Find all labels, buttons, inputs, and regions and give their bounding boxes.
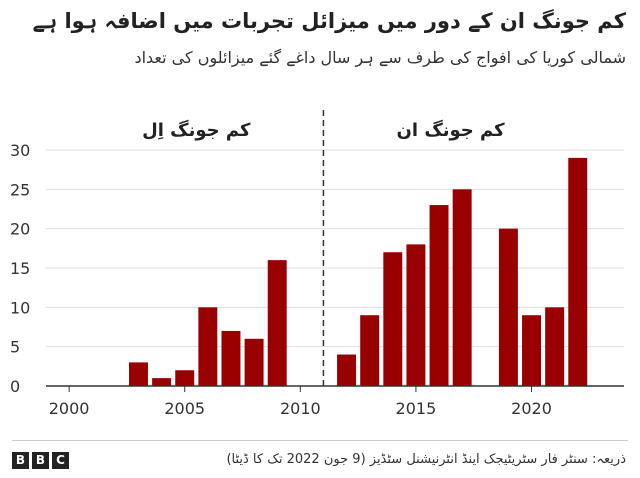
era-label: کم جونگ اِل: [142, 119, 251, 141]
bar-2017: [452, 189, 472, 386]
x-tick-label: 2005: [164, 399, 205, 418]
x-tick-label: 2000: [49, 399, 90, 418]
missile-bar-chart: 0 5 10 15 20 25 30 کم جونگ اِل کم جونگ ان 2000 200…: [10, 110, 624, 418]
bar-2015: [406, 244, 426, 386]
bbc-logo-letter: B: [32, 452, 49, 469]
bar-2004: [152, 378, 172, 386]
bar-2006: [198, 307, 218, 386]
bar-2019: [498, 228, 518, 386]
y-tick-label: 5: [10, 338, 20, 357]
y-tick-label: 25: [10, 180, 30, 199]
bar-2003: [129, 362, 148, 386]
chart-title: کم جونگ ان کے دور میں میزائل تجربات میں …: [32, 9, 626, 33]
chart-subtitle: شمالی کوریا کی افواج کی طرف سے ہر سال دا…: [134, 48, 626, 67]
y-tick-label: 20: [10, 220, 30, 239]
x-tick-label: 2020: [511, 399, 552, 418]
bar-2020: [522, 315, 541, 386]
y-tick-label: 10: [10, 298, 30, 317]
y-tick-label: 15: [10, 259, 30, 278]
bar-2012: [337, 354, 357, 386]
x-tick-label: 2015: [396, 399, 437, 418]
bar-2007: [221, 330, 241, 386]
source-note: ذریعہ: سنٹر فار سٹریٹیجک اینڈ انٹرنیشنل …: [226, 452, 626, 467]
footer-divider: [12, 440, 628, 441]
bar-2009: [267, 260, 287, 386]
bbc-logo-letter: B: [12, 452, 29, 469]
y-tick-label: 0: [10, 377, 20, 396]
bbc-logo-letter: C: [52, 452, 69, 469]
bar-2013: [360, 315, 380, 386]
bar-2014: [383, 252, 403, 386]
x-tick-label: 2010: [280, 399, 321, 418]
era-label: کم جونگ ان: [397, 119, 506, 141]
bar-2008: [244, 338, 264, 386]
bbc-logo: B B C: [12, 452, 69, 469]
y-tick-label: 30: [10, 141, 30, 160]
bar-2022: [568, 157, 588, 386]
bar-2021: [545, 307, 565, 386]
bar-2005: [175, 370, 195, 386]
bar-2016: [429, 205, 449, 386]
